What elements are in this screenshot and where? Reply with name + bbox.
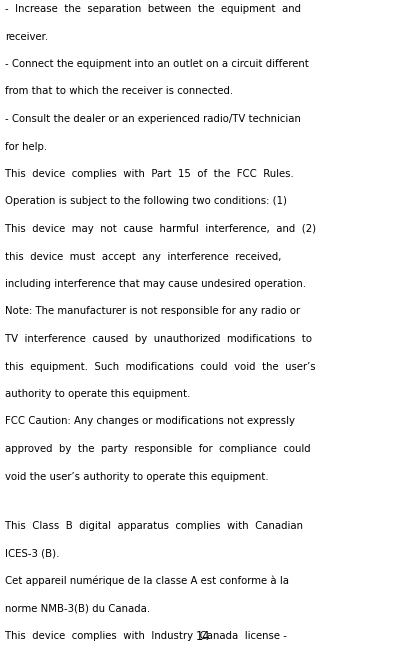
Text: this  equipment.  Such  modifications  could  void  the  user’s: this equipment. Such modifications could… [5,361,315,372]
Text: including interference that may cause undesired operation.: including interference that may cause un… [5,279,306,289]
Text: TV  interference  caused  by  unauthorized  modifications  to: TV interference caused by unauthorized m… [5,334,312,344]
Text: This  device  complies  with  Part  15  of  the  FCC  Rules.: This device complies with Part 15 of the… [5,169,294,179]
Text: from that to which the receiver is connected.: from that to which the receiver is conne… [5,87,233,96]
Text: Note: The manufacturer is not responsible for any radio or: Note: The manufacturer is not responsibl… [5,306,300,316]
Text: This  device  may  not  cause  harmful  interference,  and  (2): This device may not cause harmful interf… [5,224,316,234]
Text: receiver.: receiver. [5,31,48,42]
Text: approved  by  the  party  responsible  for  compliance  could: approved by the party responsible for co… [5,444,311,454]
Text: - Connect the equipment into an outlet on a circuit different: - Connect the equipment into an outlet o… [5,59,309,69]
Text: - Consult the dealer or an experienced radio/TV technician: - Consult the dealer or an experienced r… [5,114,301,124]
Text: 14: 14 [196,630,211,643]
Text: Cet appareil numérique de la classe A est conforme à la: Cet appareil numérique de la classe A es… [5,576,289,587]
Text: authority to operate this equipment.: authority to operate this equipment. [5,389,190,399]
Text: FCC Caution: Any changes or modifications not expressly: FCC Caution: Any changes or modification… [5,417,295,426]
Text: This  device  complies  with  Industry  Canada  license ‐: This device complies with Industry Canad… [5,631,287,641]
Text: for help.: for help. [5,141,47,151]
Text: Operation is subject to the following two conditions: (1): Operation is subject to the following tw… [5,196,287,207]
Text: This  Class  B  digital  apparatus  complies  with  Canadian: This Class B digital apparatus complies … [5,521,303,531]
Text: -  Increase  the  separation  between  the  equipment  and: - Increase the separation between the eq… [5,4,301,14]
Text: this  device  must  accept  any  interference  received,: this device must accept any interference… [5,252,281,261]
Text: norme NMB-3(B) du Canada.: norme NMB-3(B) du Canada. [5,604,150,614]
Text: ICES-3 (B).: ICES-3 (B). [5,548,59,559]
Text: void the user’s authority to operate this equipment.: void the user’s authority to operate thi… [5,471,269,481]
